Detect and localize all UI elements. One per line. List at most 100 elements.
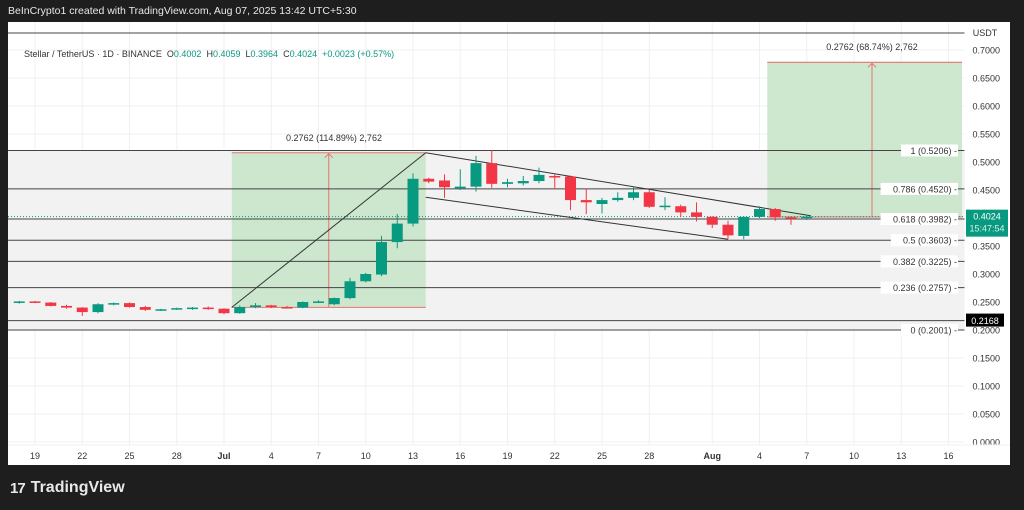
y-axis-unit: USDT — [973, 28, 998, 38]
candle-up[interactable] — [108, 303, 120, 305]
fib-label-bg — [880, 182, 958, 195]
candle-up[interactable] — [754, 209, 765, 217]
high-value: 0.4059 — [212, 49, 241, 59]
fib-label-bg — [901, 144, 958, 157]
candle-down[interactable] — [29, 301, 41, 303]
candle-down[interactable] — [439, 180, 450, 188]
candle-up[interactable] — [155, 309, 167, 311]
arrow-up-icon — [867, 62, 877, 68]
candle-up[interactable] — [454, 186, 466, 189]
candle-down[interactable] — [549, 176, 561, 178]
x-axis-tick: 13 — [896, 451, 906, 461]
candlestick-chart[interactable]: 0.2762 (114.89%) 2,762 0.2762 (68.74%) 2,… — [8, 22, 1010, 465]
measure-1-label: 0.2762 (114.89%) 2,762 — [286, 133, 382, 143]
candle-up[interactable] — [628, 192, 639, 198]
candle-up[interactable] — [171, 308, 183, 310]
candle-up[interactable] — [13, 301, 25, 303]
close-value: 0.4024 — [289, 49, 318, 59]
x-axis-tick: 16 — [943, 451, 953, 461]
x-axis-tick: 13 — [408, 451, 418, 461]
fib-label-bg — [890, 234, 958, 247]
candle-up[interactable] — [517, 181, 529, 184]
candle-up[interactable] — [360, 274, 372, 282]
low-label: L — [245, 49, 251, 59]
x-axis-tick: 4 — [757, 451, 762, 461]
candle-down[interactable] — [691, 212, 702, 217]
x-axis-tick: 19 — [502, 451, 512, 461]
candle-up[interactable] — [313, 301, 324, 303]
candle-up[interactable] — [328, 298, 340, 305]
fib-level-label: 0.236 (0.2757) - — [893, 283, 957, 293]
candle-down[interactable] — [769, 209, 781, 218]
candle-down[interactable] — [643, 192, 655, 207]
y-axis-tick: 0.3000 — [972, 270, 1000, 280]
x-axis-tick: 19 — [30, 451, 40, 461]
candle-down[interactable] — [565, 176, 576, 201]
candle-up[interactable] — [376, 242, 387, 275]
y-axis-tick: 0.0500 — [972, 410, 1000, 420]
candle-up[interactable] — [234, 307, 246, 314]
candle-down[interactable] — [265, 305, 277, 308]
last-price-tag — [966, 209, 1008, 237]
close-label: C — [283, 49, 290, 59]
fib-level-label: 0.382 (0.3225) - — [893, 257, 957, 267]
candle-up[interactable] — [187, 307, 198, 310]
candle-up[interactable] — [391, 223, 403, 243]
candle-up[interactable] — [344, 281, 356, 299]
x-axis-tick: 22 — [77, 451, 87, 461]
candle-down[interactable] — [722, 224, 734, 236]
candle-down[interactable] — [61, 305, 72, 308]
measure-2-label: 0.2762 (68.74%) 2,762 — [826, 42, 918, 52]
open-label: O — [166, 49, 174, 59]
y-axis-tick: 0.1000 — [972, 382, 1000, 392]
symbol-title: Stellar / TetherUS · 1D · BINANCE — [24, 49, 162, 59]
candle-up[interactable] — [738, 216, 750, 236]
candle-up[interactable] — [92, 304, 104, 313]
candle-up[interactable] — [407, 178, 419, 224]
fib-level-label: 0.5 (0.3603) - — [903, 236, 957, 246]
trend-line[interactable] — [231, 152, 427, 308]
candle-up[interactable] — [297, 302, 309, 308]
x-axis-tick: 7 — [804, 451, 809, 461]
candle-up[interactable] — [250, 305, 261, 308]
fib-level-label: 0.786 (0.4520) - — [893, 184, 957, 194]
x-axis-tick: 10 — [849, 451, 859, 461]
x-axis-tick: Aug — [704, 451, 722, 461]
fib-label-bg — [880, 281, 958, 294]
candle-up[interactable] — [659, 205, 671, 208]
crosshair-price-tag — [966, 313, 1004, 327]
x-axis-tick: 28 — [644, 451, 654, 461]
candle-down[interactable] — [675, 206, 687, 213]
candle-up[interactable] — [470, 163, 482, 187]
candle-down[interactable] — [281, 307, 293, 309]
candle-down[interactable] — [580, 200, 592, 203]
x-axis-tick: 4 — [269, 451, 274, 461]
candle-down[interactable] — [785, 217, 797, 219]
candle-down[interactable] — [124, 303, 135, 308]
candle-up[interactable] — [801, 216, 813, 219]
y-axis-tick: 0.6500 — [972, 74, 1000, 84]
channel-lower-line[interactable] — [425, 196, 729, 240]
candle-down[interactable] — [139, 307, 151, 310]
arrow-up-icon — [324, 152, 334, 159]
fib-level-label: 1 (0.5206) - — [910, 146, 957, 156]
candle-up[interactable] — [612, 197, 624, 201]
candle-down[interactable] — [486, 163, 498, 184]
last-price-value: 0.4024 — [973, 212, 1001, 222]
fib-label-bg — [901, 323, 958, 336]
candle-up[interactable] — [596, 200, 608, 204]
candle-up[interactable] — [502, 182, 513, 184]
candle-down[interactable] — [76, 307, 88, 313]
tradingview-logo: 17 TradingView — [10, 479, 125, 497]
x-axis-tick: 25 — [124, 451, 134, 461]
tradingview-logo-icon: 17 — [10, 479, 26, 497]
chart-frame[interactable]: 0.2762 (114.89%) 2,762 0.2762 (68.74%) 2,… — [8, 22, 1010, 465]
candle-down[interactable] — [202, 307, 214, 310]
candle-down[interactable] — [706, 216, 718, 225]
candle-down[interactable] — [423, 178, 435, 182]
open-value: 0.4002 — [173, 49, 202, 59]
y-axis-tick: 0.1500 — [972, 354, 1000, 364]
candle-down[interactable] — [218, 308, 230, 314]
candle-down[interactable] — [45, 302, 57, 306]
candle-up[interactable] — [533, 174, 545, 182]
